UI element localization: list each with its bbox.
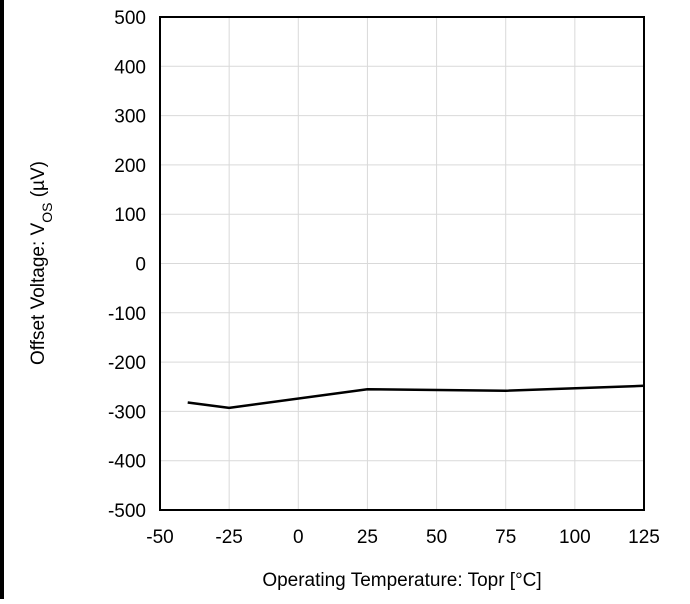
y-tick-label: -100 [108, 304, 146, 325]
data-series [187, 384, 645, 410]
x-axis-title: Operating Temperature: Topr [°C] [262, 570, 541, 591]
series-line [187, 384, 645, 410]
x-tick-label: -50 [146, 527, 173, 548]
y-tick-label: 400 [114, 57, 146, 78]
plot-area [159, 16, 645, 511]
grid-lines [160, 17, 644, 510]
y-tick-label: -200 [108, 353, 146, 374]
y-tick-label: -400 [108, 452, 146, 473]
x-tick-label: 100 [559, 527, 591, 548]
x-tick-label: 75 [495, 527, 516, 548]
x-tick-label: 125 [628, 527, 660, 548]
left-border-rule [0, 0, 4, 599]
x-tick-label: -25 [215, 527, 242, 548]
y-axis-title-prefix: Offset Voltage: V [28, 222, 49, 365]
y-tick-label: 200 [114, 156, 146, 177]
x-tick-label: 50 [426, 527, 447, 548]
y-tick-label: -300 [108, 402, 146, 423]
y-axis-title-suffix: (µV) [28, 161, 49, 203]
y-tick-label: -500 [108, 501, 146, 522]
y-tick-label: 100 [114, 205, 146, 226]
y-tick-label: 300 [114, 107, 146, 128]
y-tick-labels: 500 400 300 200 100 0 -100 -200 -300 -400 -500 [108, 8, 146, 522]
y-tick-label: 500 [114, 8, 146, 29]
x-tick-labels: -50 -25 0 25 50 75 100 125 [146, 527, 660, 548]
x-tick-label: 25 [357, 527, 378, 548]
y-axis-title-subscript: OS [39, 203, 55, 223]
x-tick-label: 0 [293, 527, 304, 548]
y-axis-title: Offset Voltage: VOS (µV) [28, 161, 55, 365]
y-tick-label: 0 [135, 255, 146, 276]
